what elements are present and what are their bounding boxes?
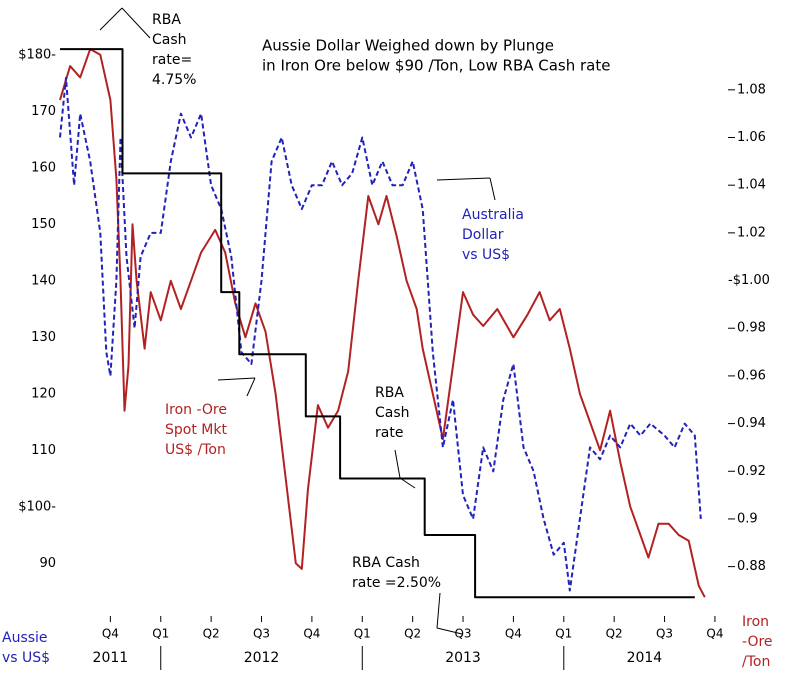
year-label: 2012 — [244, 650, 280, 666]
annotation: Iron -Ore — [165, 402, 227, 418]
y2-tick-label: 0.98 — [737, 321, 766, 336]
y-tick-label: 120 — [31, 386, 56, 401]
x-tick-label: Q4 — [505, 627, 522, 641]
y2-axis-label: vs US$ — [2, 650, 50, 666]
x-tick-label: Q2 — [606, 627, 623, 641]
x-tick-label: Q4 — [706, 627, 723, 641]
y-tick-label: $100- — [18, 499, 56, 514]
leader — [394, 449, 401, 479]
y2-tick-label: 0.94 — [737, 416, 766, 431]
x-tick-label: Q3 — [656, 627, 673, 641]
annotation: Dollar — [462, 227, 504, 243]
y-tick-label: 150 — [31, 217, 56, 232]
year-label: 2013 — [445, 650, 481, 666]
annotation: rate =2.50% — [352, 575, 441, 591]
annotation: RBA — [375, 385, 404, 401]
y2-tick-label: 0.9 — [737, 511, 758, 526]
x-tick-label: Q3 — [253, 627, 270, 641]
annotation: Cash — [375, 405, 410, 421]
y2-axis-label: Aussie — [2, 630, 48, 646]
series-line — [59, 48, 706, 598]
x-tick-label: Q2 — [404, 627, 421, 641]
annotation: US$ /Ton — [165, 442, 226, 458]
y-tick-label: 110 — [31, 443, 56, 458]
leader — [436, 627, 463, 635]
y2-tick-label: -$1.00 — [728, 273, 770, 288]
series-line — [60, 48, 695, 599]
x-tick-label: Q1 — [354, 627, 371, 641]
y-tick-label: $180- — [18, 47, 56, 62]
x-tick-label: Q1 — [152, 627, 169, 641]
x-tick-label: Q3 — [454, 627, 471, 641]
annotation: Cash — [152, 32, 187, 48]
leader-lines — [99, 7, 496, 635]
annotation: Spot Mkt — [165, 422, 227, 438]
series-line — [59, 76, 702, 592]
y-axis-label: -Ore — [742, 634, 773, 650]
y2-tick-label: 0.92 — [737, 464, 766, 479]
y-tick-label: 90 — [39, 556, 56, 571]
x-tick-label: Q1 — [555, 627, 572, 641]
leader — [99, 7, 123, 31]
annotation: Australia — [462, 207, 524, 223]
y-tick-label: 130 — [31, 330, 56, 345]
chart-title: in Iron Ore below $90 /Ton, Low RBA Cash… — [262, 57, 611, 75]
leader — [436, 592, 441, 629]
annotation: rate — [375, 425, 403, 441]
y-axis-label: /Ton — [742, 654, 770, 670]
y-tick-label: 170 — [31, 104, 56, 119]
leader — [436, 177, 491, 181]
annotation: vs US$ — [462, 247, 510, 263]
y2-tick-label: 1.06 — [737, 130, 766, 145]
y-tick-label: 160 — [31, 160, 56, 175]
x-tick-label: Q4 — [303, 627, 320, 641]
annotation: RBA — [152, 12, 181, 28]
y2-tick-label: 1.02 — [737, 225, 766, 240]
x-tick-label: Q2 — [203, 627, 220, 641]
annotation: RBA Cash — [352, 555, 420, 571]
year-label: 2014 — [627, 650, 663, 666]
leader — [489, 177, 496, 201]
y-axis-label: Iron — [742, 614, 769, 630]
leader — [246, 377, 256, 397]
y-tick-label: 140 — [31, 273, 56, 288]
chart-title: Aussie Dollar Weighed down by Plunge — [262, 37, 554, 55]
leader — [217, 377, 256, 381]
y2-tick-label: 0.88 — [737, 559, 766, 574]
leader — [121, 7, 151, 39]
x-tick-label: Q4 — [102, 627, 119, 641]
annotation: 4.75% — [152, 72, 196, 88]
year-label: 2011 — [93, 650, 129, 666]
y2-tick-label: 0.96 — [737, 368, 766, 383]
y2-tick-label: 1.08 — [737, 82, 766, 97]
y2-tick-label: 1.04 — [737, 178, 766, 193]
annotation: rate= — [152, 52, 192, 68]
leader — [399, 477, 416, 489]
